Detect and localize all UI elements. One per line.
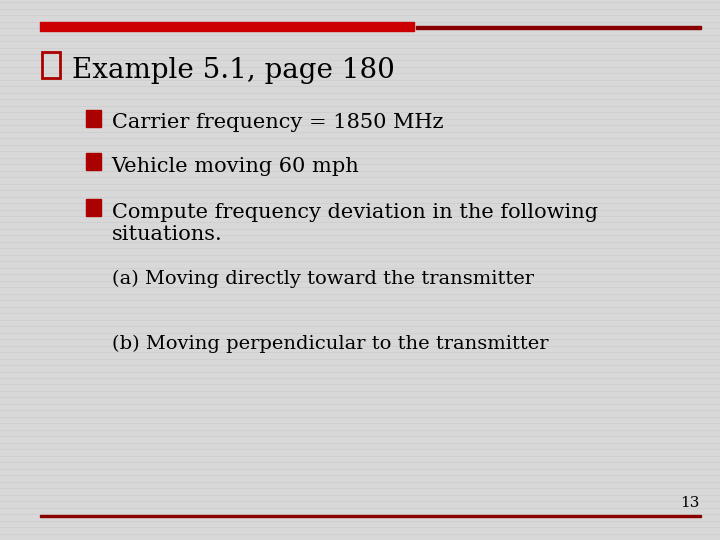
Bar <box>86 199 101 216</box>
Text: Example 5.1, page 180: Example 5.1, page 180 <box>72 57 395 84</box>
Text: Carrier frequency = 1850 MHz: Carrier frequency = 1850 MHz <box>112 113 443 132</box>
Text: 13: 13 <box>680 496 700 510</box>
Bar <box>86 153 101 170</box>
Text: Compute frequency deviation in the following
situations.: Compute frequency deviation in the follo… <box>112 202 598 244</box>
Bar <box>40 22 414 31</box>
Text: (a) Moving directly toward the transmitter: (a) Moving directly toward the transmitt… <box>112 270 534 288</box>
Text: Vehicle moving 60 mph: Vehicle moving 60 mph <box>112 157 359 176</box>
Bar <box>416 26 701 29</box>
Bar <box>40 515 701 517</box>
Text: (b) Moving perpendicular to the transmitter: (b) Moving perpendicular to the transmit… <box>112 335 548 353</box>
Bar <box>42 52 60 78</box>
Bar <box>86 110 101 127</box>
